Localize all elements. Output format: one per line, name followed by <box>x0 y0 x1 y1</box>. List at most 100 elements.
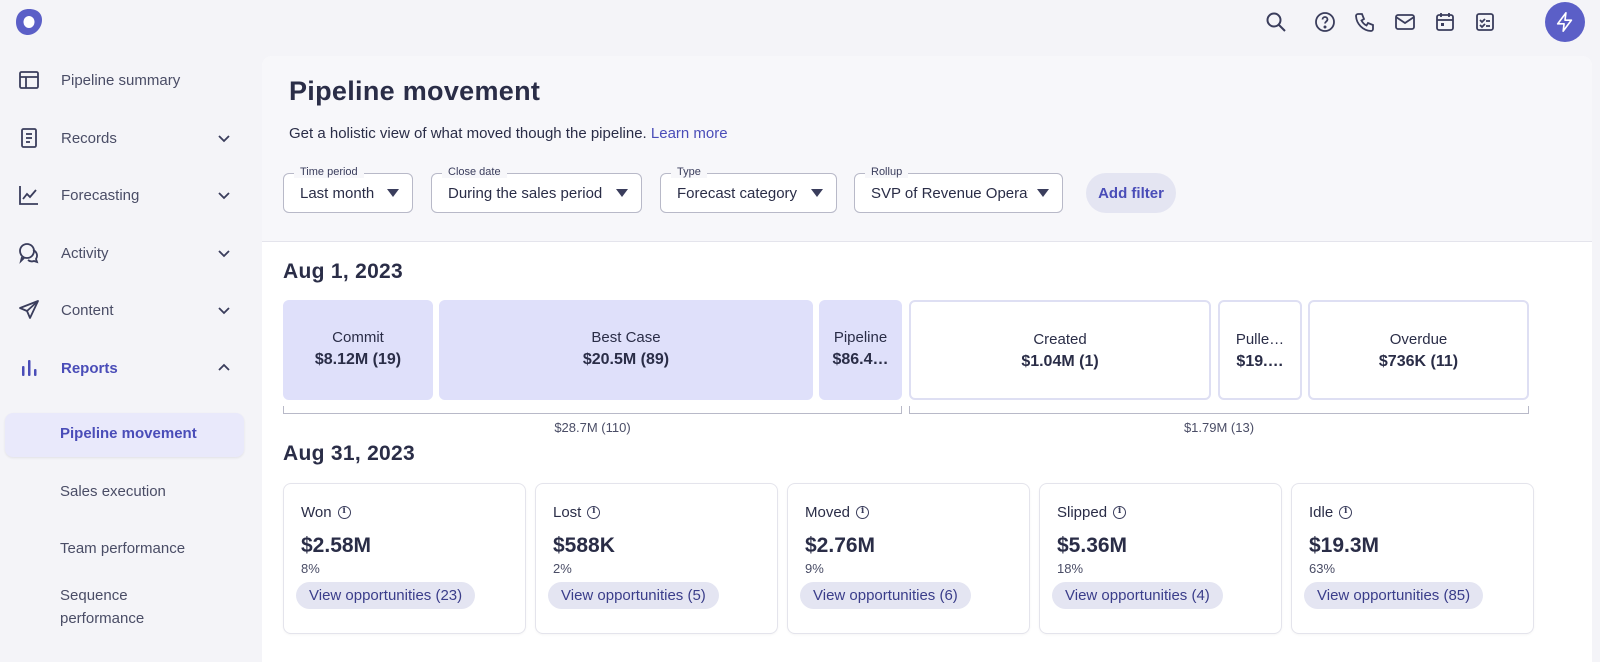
sidebar-item-label: Reports <box>61 359 118 377</box>
total-bracket <box>909 406 1529 414</box>
card-value: $19.3M <box>1309 534 1380 557</box>
filter-label: Time period <box>294 166 364 178</box>
segment-best-case[interactable]: Best Case $20.5M (89) <box>439 300 813 400</box>
card-moved: Moved $2.76M 9% View opportunities (6) <box>787 483 1030 634</box>
tasks-icon[interactable] <box>1473 10 1497 34</box>
card-value: $5.36M <box>1057 534 1128 557</box>
sidebar-subitem-label: Pipeline movement <box>60 425 197 442</box>
card-label: Moved <box>805 504 851 521</box>
card-label: Idle <box>1309 504 1334 521</box>
filter-label: Type <box>671 166 707 178</box>
trend-icon <box>17 183 41 207</box>
filter-label: Rollup <box>865 166 909 178</box>
description-text: Get a holistic view of what moved though… <box>289 125 647 142</box>
sidebar-item-reports[interactable]: Reports <box>0 348 255 388</box>
search-icon[interactable] <box>1264 10 1288 34</box>
view-opportunities-button[interactable]: View opportunities (23) <box>296 582 476 609</box>
card-lost: Lost $588K 2% View opportunities (5) <box>535 483 778 634</box>
segment-value: $19.… <box>1236 353 1284 370</box>
card-percent: 2% <box>553 561 572 576</box>
filter-close-date[interactable]: Close date During the sales period <box>431 166 642 213</box>
card-percent: 63% <box>1309 561 1336 576</box>
end-date-heading: Aug 31, 2023 <box>283 442 415 465</box>
card-label: Lost <box>553 504 582 521</box>
sidebar-item-content[interactable]: Content <box>0 290 255 330</box>
card-percent: 8% <box>301 561 320 576</box>
segment-value: $20.5M (89) <box>582 351 670 368</box>
info-icon[interactable] <box>1113 506 1127 519</box>
layout-icon <box>17 68 41 92</box>
bar-chart-icon <box>17 356 41 380</box>
chevron-down-icon[interactable] <box>216 130 232 146</box>
sidebar-item-label: Records <box>61 129 117 147</box>
outreach-logo[interactable] <box>14 7 44 37</box>
info-icon[interactable] <box>337 506 351 519</box>
info-icon[interactable] <box>587 506 601 519</box>
sidebar-subitem-team-performance[interactable]: Team performance <box>60 540 186 557</box>
card-slipped: Slipped $5.36M 18% View opportunities (4… <box>1039 483 1282 634</box>
segment-label: Best Case <box>591 329 661 346</box>
sidebar-subitem-sales-execution[interactable]: Sales execution <box>60 483 166 500</box>
filter-time-period[interactable]: Time period Last month <box>283 166 413 213</box>
card-value: $2.76M <box>805 534 876 557</box>
chat-icon <box>17 241 41 265</box>
caret-down-icon <box>811 189 823 197</box>
learn-more-link[interactable]: Learn more <box>650 125 728 142</box>
filter-value: Last month <box>300 185 375 202</box>
page-header: Pipeline movement Get a holistic view of… <box>262 56 1592 242</box>
sidebar-item-records[interactable]: Records <box>0 118 255 158</box>
document-icon <box>17 126 41 150</box>
mail-icon[interactable] <box>1393 10 1417 34</box>
bolt-icon[interactable] <box>1545 2 1585 42</box>
total-bracket <box>283 406 902 414</box>
chevron-down-icon[interactable] <box>216 302 232 318</box>
card-value: $588K <box>553 534 615 557</box>
segment-overdue[interactable]: Overdue $736K (11) <box>1308 300 1529 400</box>
sidebar-item-pipeline-summary[interactable]: Pipeline summary <box>0 60 255 100</box>
segment-pulled[interactable]: Pulle… $19.… <box>1218 300 1302 400</box>
view-opportunities-button[interactable]: View opportunities (85) <box>1304 582 1484 609</box>
main-panel: Pipeline movement Get a holistic view of… <box>262 56 1592 662</box>
top-toolbar <box>0 10 1600 34</box>
segment-label: Pipeline <box>833 329 888 346</box>
chevron-up-icon[interactable] <box>216 360 232 376</box>
filter-type[interactable]: Type Forecast category <box>660 166 837 213</box>
segment-label: Overdue <box>1389 331 1448 348</box>
card-idle: Idle $19.3M 63% View opportunities (85) <box>1291 483 1534 634</box>
chevron-down-icon[interactable] <box>216 187 232 203</box>
card-value: $2.58M <box>301 534 372 557</box>
view-opportunities-button[interactable]: View opportunities (4) <box>1052 582 1223 609</box>
sidebar-subitem-pipeline-movement[interactable]: Pipeline movement <box>5 413 244 457</box>
segment-pipeline[interactable]: Pipeline $86.4… <box>819 300 902 400</box>
filter-rollup[interactable]: Rollup SVP of Revenue Operations <box>854 166 1063 213</box>
card-percent: 9% <box>805 561 824 576</box>
card-percent: 18% <box>1057 561 1084 576</box>
forecast-total: $28.7M (110) <box>554 420 631 435</box>
filter-label: Close date <box>442 166 507 178</box>
info-icon[interactable] <box>1339 506 1353 519</box>
add-filter-button[interactable]: Add filter <box>1086 173 1176 213</box>
segment-value: $8.12M (19) <box>314 351 402 368</box>
sidebar: Pipeline summary Records Forecasting Act… <box>0 52 255 662</box>
sidebar-item-label: Pipeline summary <box>61 71 181 89</box>
segment-commit[interactable]: Commit $8.12M (19) <box>283 300 433 400</box>
chevron-down-icon[interactable] <box>216 245 232 261</box>
calendar-icon[interactable] <box>1433 10 1457 34</box>
view-opportunities-button[interactable]: View opportunities (6) <box>800 582 971 609</box>
segment-value: $736K (11) <box>1378 353 1459 370</box>
segment-created[interactable]: Created $1.04M (1) <box>909 300 1211 400</box>
sidebar-subitem-sequence-performance[interactable]: Sequence performance <box>60 587 145 627</box>
segment-value: $1.04M (1) <box>1021 353 1099 370</box>
segment-label: Commit <box>332 329 384 346</box>
segment-value: $86.4… <box>832 351 889 368</box>
page-description: Get a holistic view of what moved though… <box>289 125 728 142</box>
phone-icon[interactable] <box>1353 10 1377 34</box>
segment-label: Created <box>1033 331 1087 348</box>
view-opportunities-button[interactable]: View opportunities (5) <box>548 582 719 609</box>
help-icon[interactable] <box>1313 10 1337 34</box>
info-icon[interactable] <box>856 506 870 519</box>
sidebar-item-forecasting[interactable]: Forecasting <box>0 175 255 215</box>
caret-down-icon <box>1037 189 1049 197</box>
sidebar-item-activity[interactable]: Activity <box>0 233 255 273</box>
start-date-heading: Aug 1, 2023 <box>283 260 404 283</box>
